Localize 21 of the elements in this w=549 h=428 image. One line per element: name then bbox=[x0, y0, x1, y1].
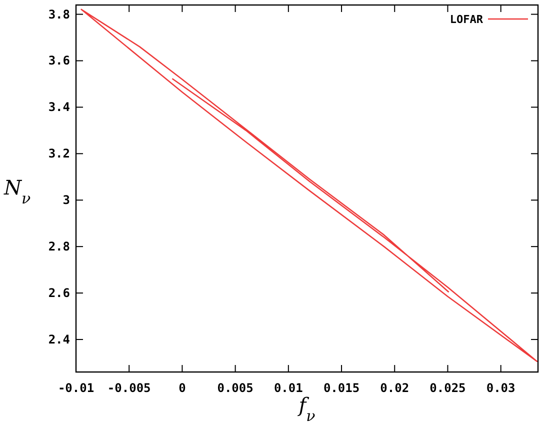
y-tick-label: 3.2 bbox=[48, 146, 70, 161]
y-tick-label: 3.8 bbox=[48, 7, 70, 22]
x-tick-label: 0 bbox=[178, 381, 186, 395]
y-tick-label: 2.8 bbox=[48, 240, 70, 254]
legend-label: LOFAR bbox=[450, 13, 484, 26]
y-axis-title: N$_{ν}$ bbox=[3, 176, 31, 208]
y-tick-label: 2.4 bbox=[48, 332, 70, 346]
x-tick-label: 0.005 bbox=[217, 381, 254, 395]
x-tick-label: -0.005 bbox=[107, 381, 151, 395]
y-tick-label: 3 bbox=[62, 193, 70, 208]
y-tick-label: 3.6 bbox=[48, 54, 70, 68]
x-tick-label: 0.03 bbox=[486, 381, 516, 395]
line-series bbox=[80, 8, 538, 362]
x-tick-label: 0.025 bbox=[430, 381, 466, 395]
x-tick-label: 0.02 bbox=[380, 381, 410, 395]
y-tick-label: 3.4 bbox=[48, 100, 70, 114]
x-tick-label: -0.01 bbox=[58, 381, 94, 395]
y-tick-label: 2.6 bbox=[48, 286, 70, 300]
x-tick-label: 0.01 bbox=[274, 381, 303, 395]
x-tick-label: 0.015 bbox=[323, 381, 360, 395]
x-axis-title: f$_{ν}$ bbox=[296, 393, 316, 425]
